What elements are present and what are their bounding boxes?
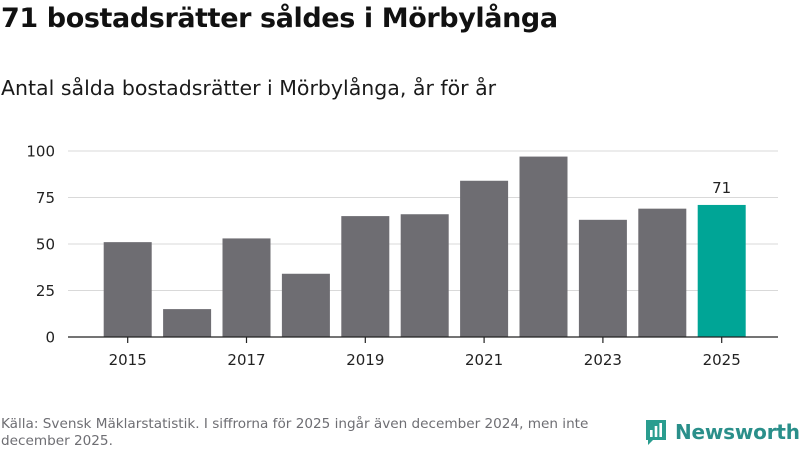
bar-2016: [163, 309, 212, 337]
y-tick-label-100: 100: [26, 143, 55, 161]
bar-2018: [281, 273, 330, 337]
axes: [68, 336, 778, 343]
data-label-2025: 71: [712, 179, 731, 197]
bar-chart-logo-icon: [646, 420, 666, 445]
x-tick-label-2023: 2023: [584, 351, 622, 369]
x-tick-label-2017: 2017: [227, 351, 265, 369]
bar-chart: 0 25 50 75 100 71 2015 2017 2019 2021 2023 2025: [26, 143, 778, 370]
x-tick-label-2021: 2021: [465, 351, 503, 369]
chart-subtitle: Antal sålda bostadsrätter i Mörbylånga, …: [1, 76, 497, 100]
bar-2017: [222, 238, 271, 337]
chart-title: 71 bostadsrätter såldes i Mörbylånga: [1, 3, 558, 34]
source-note: Källa: Svensk Mäklarstatistik. I siffror…: [1, 416, 589, 449]
y-tick-label-75: 75: [36, 189, 55, 207]
bar-2022: [519, 156, 568, 337]
bar-2023: [578, 219, 627, 337]
y-tick-label-0: 0: [45, 329, 55, 347]
y-tick-label-50: 50: [36, 236, 55, 254]
x-tick-label-2019: 2019: [346, 351, 384, 369]
bar-2024: [638, 208, 687, 337]
bar-2021: [460, 180, 509, 337]
bars: [103, 156, 746, 337]
x-tick-label-2015: 2015: [109, 351, 147, 369]
labels: 0 25 50 75 100 71 2015 2017 2019 2021 2023 2025: [26, 143, 740, 370]
bar-2015: [103, 242, 152, 337]
bar-2020: [400, 214, 449, 337]
brand-name: Newsworthy: [675, 420, 800, 444]
y-tick-label-25: 25: [36, 282, 55, 300]
x-tick-label-2025: 2025: [703, 351, 741, 369]
brand-logo[interactable]: Newsworthy: [644, 418, 800, 446]
bar-2019: [341, 216, 390, 337]
bar-2025: [697, 204, 746, 337]
